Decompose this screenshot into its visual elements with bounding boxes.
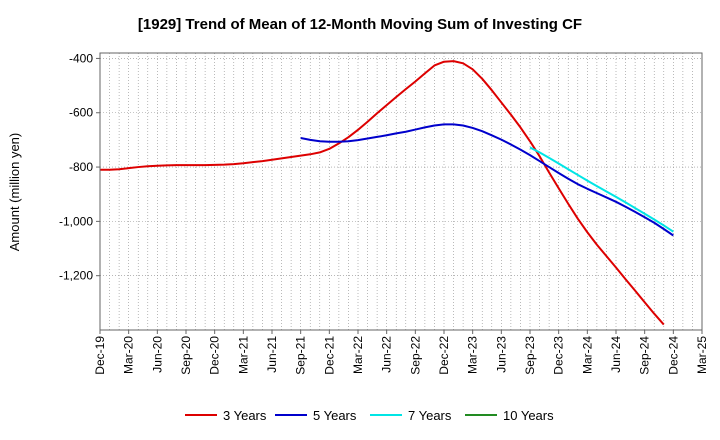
x-tick-label: Dec-24 bbox=[666, 336, 680, 375]
series-line-7-years bbox=[529, 146, 674, 233]
x-tick-label: Mar-21 bbox=[236, 336, 250, 374]
x-tick-label: Sep-23 bbox=[523, 336, 537, 375]
legend-label: 5 Years bbox=[313, 408, 357, 423]
y-axis-title: Amount (million yen) bbox=[7, 133, 22, 252]
plot-frame bbox=[99, 52, 703, 331]
plot-area bbox=[100, 53, 702, 330]
x-tick-label: Dec-23 bbox=[552, 336, 566, 375]
legend-label: 7 Years bbox=[408, 408, 452, 423]
x-tick-label: Dec-19 bbox=[93, 336, 107, 375]
x-tick-label: Sep-24 bbox=[638, 336, 652, 375]
y-tick-label: -400 bbox=[69, 51, 93, 65]
x-tick-label: Sep-21 bbox=[294, 336, 308, 375]
axes: -400 -600 -800 -1,000 -1,200 Dec-19 Mar-20 Jun-… bbox=[59, 51, 709, 374]
x-tick-label: Mar-23 bbox=[466, 336, 480, 374]
series-line-3-years bbox=[100, 60, 665, 326]
x-tick-label: Dec-20 bbox=[208, 336, 222, 375]
gridlines bbox=[100, 53, 702, 330]
x-tick-label: Mar-20 bbox=[122, 336, 136, 374]
y-tick-label: -600 bbox=[69, 106, 93, 120]
legend-label: 10 Years bbox=[503, 408, 554, 423]
x-tick-label: Jun-24 bbox=[609, 336, 623, 373]
series-line-5-years bbox=[300, 123, 674, 237]
legend: 3 Years 5 Years 7 Years 10 Years bbox=[185, 408, 554, 423]
series-lines bbox=[100, 60, 674, 326]
y-tick-label: -1,000 bbox=[59, 214, 93, 228]
y-tick-label: -1,200 bbox=[59, 269, 93, 283]
legend-label: 3 Years bbox=[223, 408, 267, 423]
x-tick-label: Dec-22 bbox=[437, 336, 451, 375]
x-tick-label: Jun-20 bbox=[150, 336, 164, 373]
x-tick-label: Jun-23 bbox=[494, 336, 508, 373]
x-tick-label: Jun-22 bbox=[380, 336, 394, 373]
y-tick-label: -800 bbox=[69, 160, 93, 174]
x-tick-label: Dec-21 bbox=[322, 336, 336, 375]
x-tick-label: Sep-22 bbox=[408, 336, 422, 375]
x-tick-label: Mar-22 bbox=[351, 336, 365, 374]
x-tick-label: Mar-24 bbox=[580, 336, 594, 374]
x-tick-label: Mar-25 bbox=[695, 336, 709, 374]
chart-title: [1929] Trend of Mean of 12-Month Moving … bbox=[138, 16, 582, 33]
x-tick-label: Jun-21 bbox=[265, 336, 279, 373]
x-tick-label: Sep-20 bbox=[179, 336, 193, 375]
